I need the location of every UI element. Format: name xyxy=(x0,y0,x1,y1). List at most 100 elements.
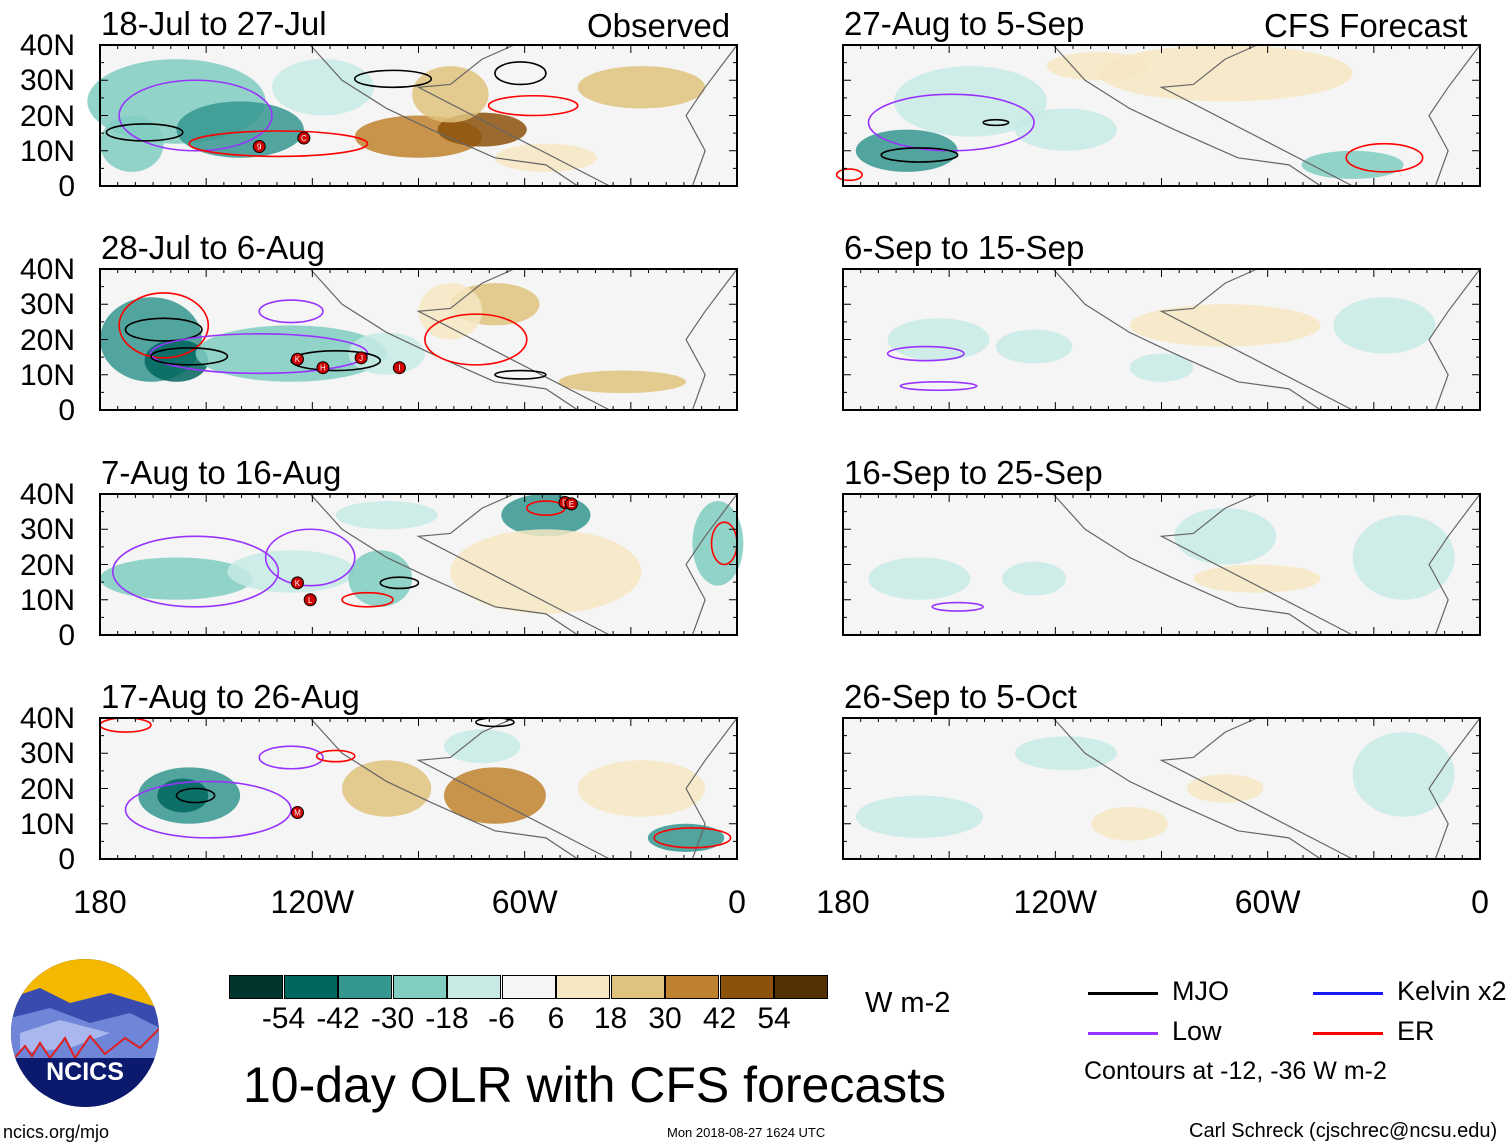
footer-url[interactable]: ncics.org/mjo xyxy=(3,1122,110,1142)
legend-line-mjo xyxy=(1088,992,1158,995)
olr-anomaly xyxy=(577,66,706,109)
olr-anomaly xyxy=(1193,564,1321,593)
storm-marker: H xyxy=(316,361,330,375)
filter-contour xyxy=(258,745,324,770)
coastline xyxy=(1052,44,1353,187)
coastline xyxy=(309,717,610,860)
panel-title: 17-Aug to 26-Aug xyxy=(101,678,360,715)
olr-anomaly xyxy=(176,101,304,158)
storm-label: K xyxy=(295,579,301,588)
x-tick-label: 0 xyxy=(728,884,746,920)
legend-label: MJO xyxy=(1172,976,1229,1006)
storm-marker: C xyxy=(297,131,311,145)
filter-contour xyxy=(379,576,420,590)
legend-label: Low xyxy=(1172,1016,1222,1046)
colorbar-swatch xyxy=(283,975,338,999)
colorbar-swatch xyxy=(338,975,392,999)
filter-contour xyxy=(315,749,356,763)
forecast-header: CFS Forecast xyxy=(1264,7,1468,44)
storm-marker: L xyxy=(303,593,317,607)
coastline xyxy=(1052,268,1353,411)
colorbar-label: -30 xyxy=(370,1002,415,1035)
map-panel: KLDE xyxy=(99,493,744,636)
filter-contour xyxy=(111,535,280,608)
storm-marker: 9 xyxy=(252,140,266,154)
colorbar-swatch xyxy=(447,975,501,999)
filter-contour xyxy=(264,528,356,587)
filter-contour xyxy=(124,780,292,839)
filter-contour xyxy=(487,94,579,117)
coastline xyxy=(309,268,610,411)
filter-contour xyxy=(118,79,273,152)
filter-contour xyxy=(150,347,229,366)
storm-label: K xyxy=(295,355,301,364)
colorbar-label: 6 xyxy=(547,1002,565,1035)
footer-author: Carl Schreck (cjschrec@ncsu.edu) xyxy=(1189,1120,1498,1142)
y-tick-label: 30N xyxy=(19,64,75,98)
olr-anomaly xyxy=(893,66,1047,137)
filter-contour xyxy=(886,345,965,362)
panel-title: 27-Aug to 5-Sep xyxy=(844,5,1085,42)
olr-anomaly xyxy=(443,729,521,764)
filter-contour xyxy=(880,147,959,163)
olr-anomaly xyxy=(1129,304,1321,347)
map-panel xyxy=(842,493,1481,636)
map-panel: 9C xyxy=(87,44,738,187)
filter-contour xyxy=(899,380,978,392)
coastline-africa xyxy=(1428,44,1481,187)
olr-anomaly xyxy=(271,59,374,116)
colorbar-swatch xyxy=(556,975,610,999)
map-panel xyxy=(842,268,1481,411)
coastline xyxy=(309,493,610,636)
olr-anomaly xyxy=(1002,561,1066,596)
olr-anomaly xyxy=(1129,353,1194,382)
figure-title: 10-day OLR with CFS forecasts xyxy=(243,1057,947,1113)
footer-timestamp: Mon 2018-08-27 1624 UTC xyxy=(667,1125,826,1140)
y-tick-label: 40N xyxy=(19,29,75,62)
y-tick-label: 0 xyxy=(58,170,75,203)
y-tick-label: 20N xyxy=(19,548,75,582)
legend-line-er xyxy=(1313,1032,1383,1035)
olr-anomaly xyxy=(157,778,209,813)
olr-anomaly xyxy=(1014,108,1117,151)
coastline-africa xyxy=(685,268,738,411)
olr-anomaly xyxy=(1333,297,1436,354)
y-tick-label: 20N xyxy=(19,99,75,133)
y-tick-label: 40N xyxy=(19,702,75,735)
colorbar-swatch xyxy=(665,975,719,999)
filter-contour xyxy=(124,317,203,342)
filter-contour xyxy=(105,123,184,142)
colorbar-swatch xyxy=(501,975,556,999)
storm-label: H xyxy=(320,364,326,373)
filter-contour xyxy=(258,299,324,324)
filter-contour xyxy=(1345,142,1424,173)
y-tick-label: 0 xyxy=(58,394,75,427)
panel-title: 6-Sep to 15-Sep xyxy=(844,229,1085,266)
olr-anomaly xyxy=(868,557,971,600)
colorbar-label: -42 xyxy=(316,1002,360,1035)
olr-anomaly xyxy=(494,143,597,172)
olr-anomaly xyxy=(1091,806,1168,841)
x-tick-label: 180 xyxy=(73,884,127,920)
olr-anomaly xyxy=(342,760,432,817)
storm-label: C xyxy=(301,134,307,143)
colorbar-label: 30 xyxy=(648,1002,682,1035)
y-tick-label: 30N xyxy=(19,513,75,547)
filter-contour xyxy=(931,601,984,612)
colorbar-label: -6 xyxy=(488,1002,515,1035)
map-panel xyxy=(842,717,1481,860)
filter-contour xyxy=(341,591,394,608)
olr-anomaly xyxy=(450,529,642,614)
y-tick-label: 0 xyxy=(58,843,75,876)
storm-marker: I xyxy=(392,361,406,375)
legend-label: ER xyxy=(1397,1016,1435,1046)
olr-anomaly xyxy=(1014,736,1117,771)
olr-anomaly xyxy=(1352,732,1455,817)
filter-contour xyxy=(118,292,210,359)
storm-label: J xyxy=(359,354,363,363)
contour-note: Contours at -12, -36 W m-2 xyxy=(1084,1057,1387,1085)
filter-contour xyxy=(424,313,528,366)
olr-anomaly xyxy=(1046,52,1149,81)
x-tick-label: 120W xyxy=(270,884,355,920)
y-tick-label: 20N xyxy=(19,772,75,806)
